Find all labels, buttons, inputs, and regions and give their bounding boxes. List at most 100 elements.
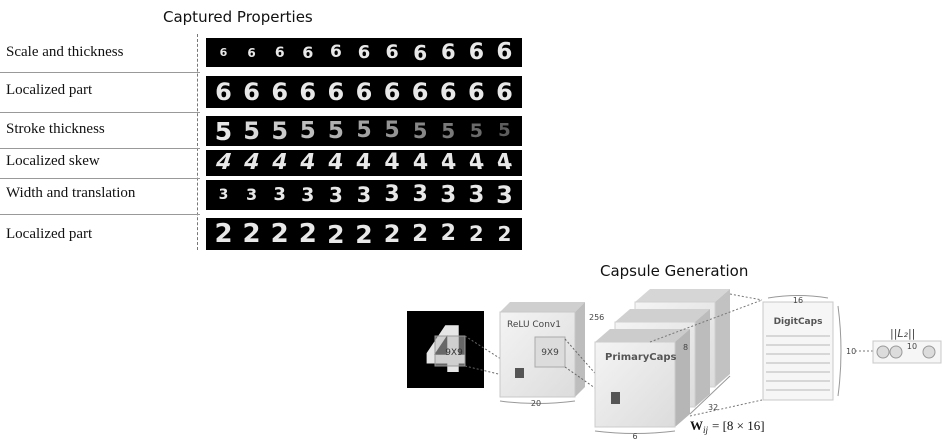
- digit-sample: 5: [384, 118, 400, 143]
- digit-caps-count: 10: [846, 347, 856, 356]
- digit-caps-block: [762, 301, 834, 401]
- digit-sample: 2: [469, 221, 484, 246]
- digit-caps-label: DigitCaps: [774, 317, 823, 327]
- primary-caps-width-brace: [594, 430, 676, 434]
- digit-sample: 6: [383, 78, 401, 106]
- kernel-window: [434, 335, 466, 367]
- digit-caps-dim: 16: [793, 296, 803, 305]
- caps-layer-top: [635, 289, 730, 302]
- digit-sample: 6: [385, 41, 399, 63]
- digit-sample: 2: [355, 219, 373, 249]
- row-separator: [0, 214, 200, 215]
- conv1-side: [575, 302, 585, 397]
- primary-caps-cell: [611, 392, 620, 404]
- primary-caps-label: PrimaryCaps: [605, 352, 677, 363]
- digit-sample: 4: [326, 150, 345, 175]
- digit-sample: 6: [496, 78, 513, 106]
- output-unit: [876, 345, 890, 359]
- l2-norm-block: [872, 340, 942, 364]
- digit-sample: 4: [411, 150, 429, 175]
- digit-sample: 3: [412, 182, 428, 207]
- digit-sample: 6: [247, 45, 256, 60]
- digit-sample: 2: [327, 219, 345, 249]
- caps-layer-side: [715, 289, 730, 387]
- caps-layer-top: [595, 329, 690, 342]
- conv1-cell: [515, 368, 524, 378]
- property-label: Localized part: [6, 82, 93, 98]
- digit-sample: 4: [439, 150, 458, 175]
- digit-sample: 4: [355, 150, 373, 175]
- digit-sample: 6: [413, 40, 428, 65]
- digit-sample: 4: [298, 150, 318, 175]
- row-separator: [0, 112, 200, 113]
- property-label: Localized part: [6, 226, 93, 242]
- weight-formula: Wij = [8 × 16]: [690, 418, 765, 435]
- output-unit: [889, 345, 903, 359]
- property-label: Stroke thickness: [6, 121, 105, 137]
- caps-layer-top: [615, 309, 710, 322]
- conv1-depth: 256: [589, 313, 604, 322]
- conv1-width: 20: [531, 399, 541, 408]
- row-separator: [0, 178, 200, 179]
- l2-norm-label: ||L₂||: [890, 327, 915, 340]
- digit-sample: 3: [301, 183, 315, 206]
- digit-sample: 3: [218, 187, 229, 203]
- caps-layer-side: [675, 329, 690, 427]
- connector: [564, 338, 616, 397]
- primary-caps-block: [594, 341, 676, 428]
- primary-caps-width: 6: [632, 432, 637, 441]
- caps-layer-side: [695, 309, 710, 407]
- property-label: Scale and thickness: [6, 44, 124, 60]
- digit-sample: 5: [356, 118, 372, 143]
- kernel2-label: 9X9: [541, 348, 559, 358]
- digit-sample: 3: [328, 183, 343, 207]
- digit-sample: 6: [355, 78, 373, 106]
- digit-sample: 3: [246, 185, 258, 204]
- digit-sample: 6: [439, 78, 457, 106]
- weight-value: = [8 × 16]: [712, 418, 765, 433]
- property-label: Width and translation: [6, 185, 136, 201]
- digit-sample: 6: [219, 46, 228, 59]
- output-unit: [922, 345, 936, 359]
- digit-sample: 6: [357, 41, 371, 63]
- digit-caps-rows: [766, 335, 830, 391]
- digit-sample: 3: [356, 182, 372, 207]
- weight-subscript: ij: [703, 425, 709, 435]
- digit-sample: 6: [467, 78, 485, 106]
- digit-sample: 2: [383, 220, 401, 248]
- digit-sample: 2: [242, 219, 261, 249]
- digit-sample: 6: [440, 40, 456, 64]
- digit-sample: 5: [299, 117, 316, 144]
- digit-sample: 6: [299, 78, 317, 106]
- weight-symbol: W: [690, 418, 703, 433]
- digit-sample: 2: [440, 221, 456, 246]
- primary-caps-depth: 8: [683, 343, 688, 352]
- digit-sample: 6: [215, 78, 232, 106]
- digit-sample: 4: [494, 150, 515, 175]
- digit-sample: 6: [411, 78, 429, 106]
- conv1-kernel: [534, 336, 566, 368]
- digit-sample: 3: [384, 182, 400, 207]
- digit-sample: 2: [497, 222, 512, 246]
- digit-sample: 6: [329, 42, 342, 62]
- conv1-width-brace: [499, 400, 576, 404]
- digit-sample: 3: [273, 184, 286, 205]
- digit-sample: 6: [327, 78, 345, 106]
- digit-sample: 2: [412, 220, 429, 247]
- digit-sample: 2: [214, 219, 233, 249]
- primary-caps-count: 32: [708, 403, 718, 412]
- digit-sample: 5: [243, 117, 260, 145]
- captured-properties-title: Captured Properties: [163, 8, 313, 26]
- digit-sample: 5: [469, 119, 483, 142]
- digit-sample: 5: [498, 120, 511, 141]
- digit-sample: 4: [269, 150, 291, 175]
- digit-sample: 6: [302, 42, 314, 62]
